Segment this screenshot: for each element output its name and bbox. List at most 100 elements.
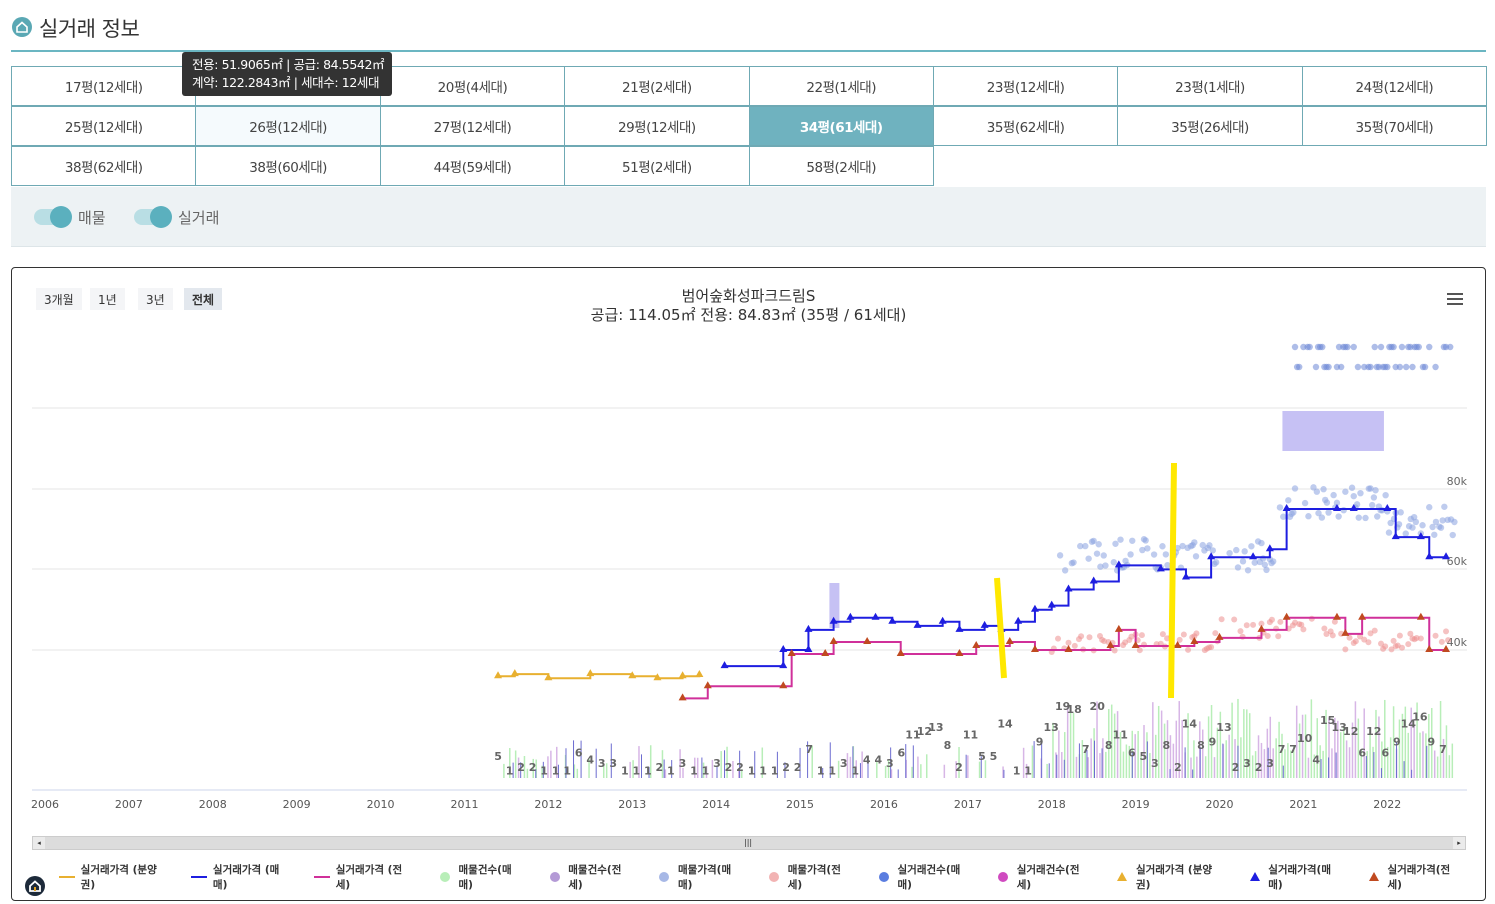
chart-legend: 실거래가격 (분양권) 실거래가격 (매매) 실거래가격 (전세) 매물건수(매매) 매…: [59, 864, 1485, 891]
legend-item[interactable]: 매물건수(전세): [547, 862, 635, 892]
size-tab[interactable]: 22평(1세대): [748, 66, 934, 106]
listing-price-dot: [1234, 564, 1242, 571]
series-marker: [888, 616, 897, 624]
trade-toggle[interactable]: 실거래: [134, 206, 219, 228]
series-marker: [1442, 645, 1451, 652]
size-tab[interactable]: 27평(12세대): [379, 106, 566, 146]
count-label: 2: [529, 761, 537, 774]
listing-price-dot: [1390, 343, 1397, 351]
count-label: 6: [575, 746, 583, 759]
x-tick-label: 2022: [1373, 798, 1401, 811]
scroll-grip-icon[interactable]: |||: [744, 838, 753, 847]
count-label: 1: [563, 764, 571, 777]
listing-price-dot: [1409, 363, 1416, 371]
series-marker: [1064, 584, 1073, 592]
listing-price-dot: [1398, 343, 1406, 351]
series-marker: [1425, 552, 1434, 560]
listing-price-dot: [1426, 504, 1433, 511]
listing-price-dot: [1174, 544, 1181, 552]
size-tab[interactable]: 38평(60세대): [195, 146, 381, 186]
series-marker: [544, 673, 553, 681]
size-tab[interactable]: 44평(59세대): [379, 146, 566, 186]
legend-item[interactable]: 실거래가격 (분양권): [1114, 862, 1224, 892]
range-all-button[interactable]: 전체: [184, 288, 223, 310]
listing-price-dot: [1241, 548, 1248, 555]
listing-price-dot: [1144, 545, 1151, 552]
listing-price-dot: [1342, 488, 1349, 495]
legend-item[interactable]: 실거래가격(전세): [1366, 862, 1463, 892]
listing-price-dot: [1367, 485, 1374, 492]
size-tab[interactable]: 35평(70세대): [1301, 106, 1487, 146]
listing-jeonse-dot: [1365, 639, 1372, 646]
listing-jeonse-dot: [1231, 616, 1238, 623]
count-label: 1: [851, 764, 859, 777]
listing-price-dot: [1112, 540, 1119, 547]
count-label: 5: [978, 750, 986, 763]
legend-label: 매물가격(전세): [787, 864, 841, 891]
count-label: 2: [1174, 761, 1182, 774]
legend-item[interactable]: 실거래가격(매매): [1247, 862, 1344, 892]
listing-jeonse-dot: [1208, 644, 1215, 651]
listing-toggle[interactable]: 매물: [34, 206, 106, 228]
listing-price-dot: [1357, 489, 1364, 497]
legend-item[interactable]: 실거래가격 (매매): [191, 862, 292, 892]
size-tab[interactable]: 26평(12세대): [195, 106, 381, 146]
series-marker: [1349, 503, 1358, 511]
chart-menu-icon[interactable]: [1447, 293, 1463, 307]
size-tab[interactable]: 35평(62세대): [932, 106, 1119, 146]
legend-item[interactable]: 매물건수(매매): [437, 862, 525, 892]
listing-price-dot: [1270, 558, 1277, 565]
legend-item[interactable]: 실거래가격 (전세): [314, 862, 415, 892]
listing-jeonse-dot: [1382, 643, 1389, 650]
size-tab[interactable]: 20평(4세대): [379, 66, 566, 106]
series-marker: [1030, 645, 1039, 652]
listing-jeonse-dot: [1071, 642, 1078, 649]
size-tab[interactable]: 25평(12세대): [11, 106, 197, 146]
listing-price-dot: [1325, 509, 1332, 516]
size-tab[interactable]: 21평(2세대): [564, 66, 750, 106]
count-label: 2: [517, 761, 525, 774]
range-3m-button[interactable]: 3개월: [36, 288, 82, 310]
size-tab[interactable]: 51평(2세대): [564, 146, 750, 186]
legend-item[interactable]: 매물가격(전세): [766, 862, 854, 892]
listing-jeonse-dot: [1300, 626, 1307, 633]
size-tab[interactable]: 17평(12세대): [11, 66, 197, 106]
series-marker: [1249, 552, 1258, 560]
size-tab[interactable]: 29평(12세대): [564, 106, 750, 146]
listing-price-dot: [1415, 343, 1422, 351]
count-label: 3: [609, 757, 617, 770]
scroll-left-icon[interactable]: ◂: [33, 837, 45, 849]
listing-jeonse-dot: [1398, 644, 1405, 651]
listing-price-dot: [1127, 551, 1134, 558]
legend-item[interactable]: 실거래가격 (분양권): [59, 862, 169, 892]
chart-scrollbar[interactable]: ◂ ||| ▸: [32, 836, 1466, 850]
series-marker: [1215, 632, 1224, 640]
count-label: 3: [886, 757, 894, 770]
series-marker: [829, 616, 838, 624]
price-chart: 3개월 1년 3년 전체 범어숲화성파크드림S 공급: 114.05㎡ 전용: …: [11, 267, 1486, 901]
listing-jeonse-dot: [1065, 639, 1072, 646]
scroll-right-icon[interactable]: ▸: [1453, 837, 1465, 849]
legend-item[interactable]: 실거래건수(매매): [876, 862, 973, 892]
legend-item[interactable]: 실거래건수(전세): [995, 862, 1092, 892]
range-1y-button[interactable]: 1년: [90, 288, 125, 310]
listing-jeonse-dot: [1396, 632, 1403, 639]
size-tab[interactable]: 23평(1세대): [1117, 66, 1303, 106]
size-tab[interactable]: 58평(2세대): [748, 146, 934, 186]
listing-price-dot: [1374, 513, 1381, 520]
listing-price-dot: [1370, 494, 1378, 501]
listing-price-dot: [1402, 363, 1410, 371]
size-tab[interactable]: 34평(61세대): [748, 106, 934, 146]
size-tab[interactable]: 23평(12세대): [932, 66, 1119, 106]
legend-label: 실거래가격(매매): [1268, 864, 1331, 891]
size-tab[interactable]: 38평(62세대): [11, 146, 197, 186]
count-label: 8: [1197, 739, 1205, 752]
count-label: 1: [828, 764, 836, 777]
count-label: 3: [1151, 757, 1159, 770]
range-3y-button[interactable]: 3년: [138, 288, 173, 310]
count-label: 14: [997, 718, 1013, 731]
count-label: 1: [748, 764, 756, 777]
size-tab[interactable]: 35평(26세대): [1117, 106, 1303, 146]
legend-item[interactable]: 매물가격(매매): [656, 862, 744, 892]
size-tab[interactable]: 24평(12세대): [1301, 66, 1487, 106]
